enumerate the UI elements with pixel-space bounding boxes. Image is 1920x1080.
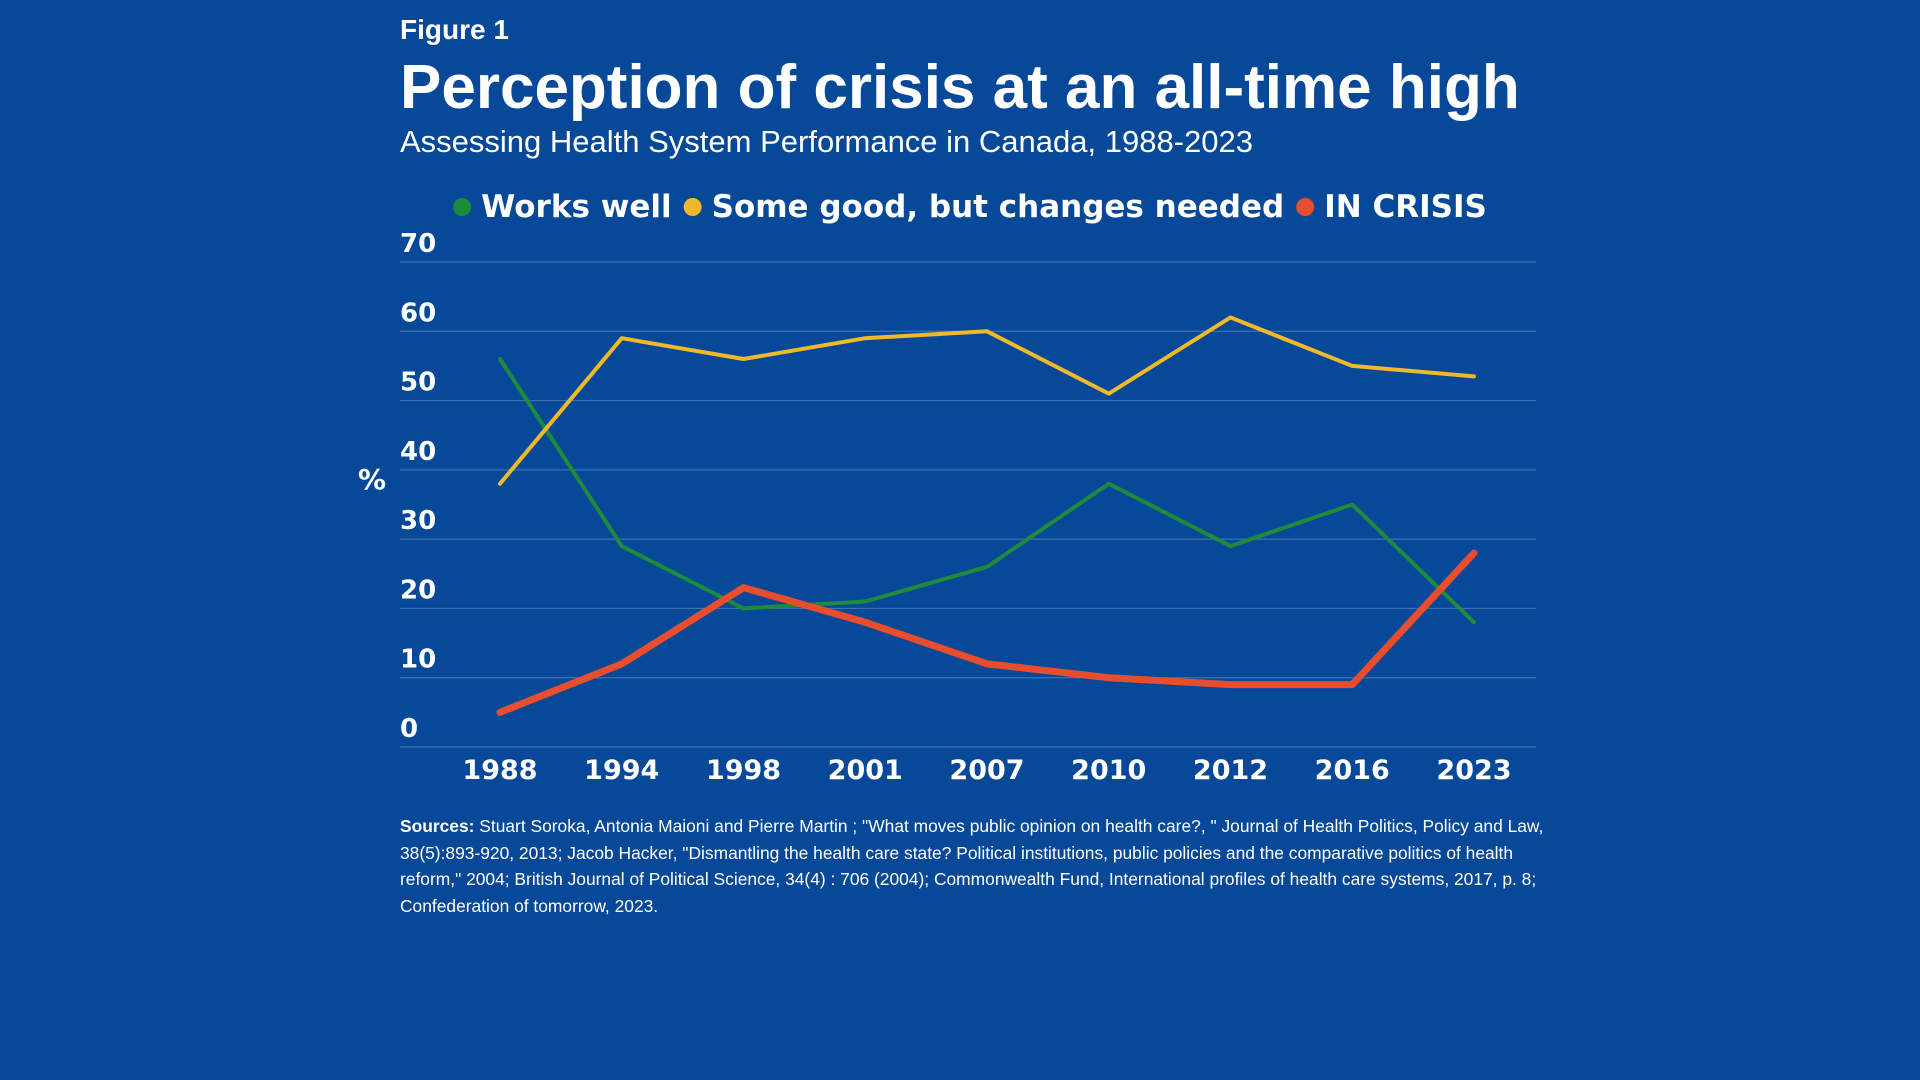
chart-series (496, 315, 1478, 716)
series-in-crisis (496, 549, 1478, 716)
x-tick-label-2023: 2023 (1436, 755, 1511, 786)
legend-marker-in-crisis (1296, 198, 1315, 216)
y-axis-ticks: 0 10 20 30 40 50 60 70 (400, 229, 436, 744)
x-tick-label-1994: 1994 (584, 755, 659, 786)
chart-subtitle: Assessing Health System Performance in C… (400, 124, 1253, 159)
y-tick-label-70: 70 (400, 229, 436, 259)
y-tick-label-10: 10 (400, 645, 436, 675)
legend-marker-some-good-but-changes-needed (683, 198, 702, 216)
sources-label: Sources: (400, 816, 475, 836)
y-tick-label-50: 50 (400, 368, 436, 398)
line-chart: Works well Some good, but changes needed I… (358, 189, 1536, 786)
y-tick-label-60: 60 (400, 298, 436, 328)
y-tick-label-20: 20 (400, 575, 436, 605)
x-tick-label-2010: 2010 (1071, 755, 1146, 786)
legend-label-some-good-but-changes-needed: Some good, but changes needed (712, 189, 1285, 225)
x-tick-label-2001: 2001 (828, 755, 903, 786)
series-line-works-well (498, 357, 1476, 625)
x-tick-label-2016: 2016 (1315, 755, 1390, 786)
sources-text: Stuart Soroka, Antonia Maioni and Pierre… (400, 816, 1544, 916)
y-tick-label-0: 0 (400, 714, 418, 744)
legend-label-works-well: Works well (481, 189, 671, 225)
series-line-in-crisis (496, 549, 1478, 716)
y-tick-label-40: 40 (400, 437, 436, 467)
series-some-good-but-changes-needed (498, 315, 1476, 486)
sources-note: Sources: Stuart Soroka, Antonia Maioni a… (400, 813, 1546, 919)
x-tick-label-1998: 1998 (706, 755, 781, 786)
y-tick-label-30: 30 (400, 506, 436, 536)
x-tick-label-1988: 1988 (462, 755, 537, 786)
y-axis-label: % (358, 463, 386, 496)
figure-label: Figure 1 (400, 14, 509, 45)
x-tick-label-2012: 2012 (1193, 755, 1268, 786)
x-tick-label-2007: 2007 (949, 755, 1024, 786)
chart-legend: Works well Some good, but changes needed I… (453, 189, 1487, 225)
legend-marker-works-well (453, 198, 472, 216)
chart-title: Perception of crisis at an all-time high (400, 53, 1520, 122)
series-works-well (498, 357, 1476, 625)
legend-label-in-crisis: IN CRISIS (1324, 189, 1487, 225)
x-axis-ticks: 1988 1994 1998 2001 2007 2010 2012 2016 2023 (462, 755, 1511, 786)
